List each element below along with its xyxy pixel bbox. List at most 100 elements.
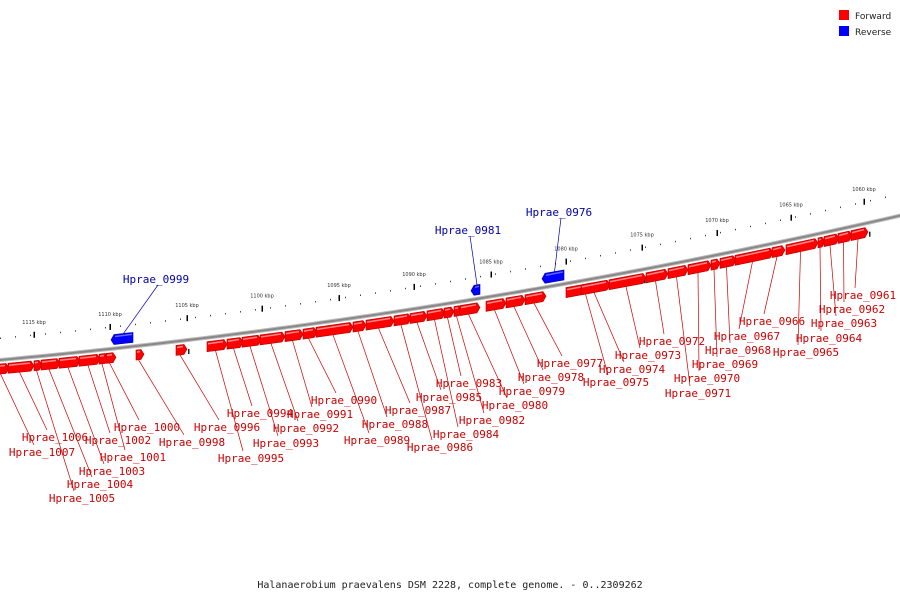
gene-arrow[interactable] — [459, 302, 481, 316]
gene-Hprae_0987[interactable] — [365, 316, 395, 331]
gene-Hprae_0965[interactable] — [785, 238, 819, 256]
gene-label[interactable]: Hprae_0990 — [311, 394, 377, 407]
gene-Hprae_1002[interactable] — [78, 354, 101, 367]
gene-Hprae_0964[interactable] — [817, 236, 826, 249]
gene-label[interactable]: Hprae_0976 — [526, 206, 592, 219]
gene-label[interactable]: Hprae_1006 — [22, 431, 88, 444]
gene-label[interactable]: Hprae_0980 — [482, 399, 548, 412]
gene-arrow[interactable] — [823, 233, 840, 247]
gene-arrow[interactable] — [505, 294, 526, 309]
gene-label[interactable]: Hprae_0971 — [665, 387, 731, 400]
gene-label[interactable]: Hprae_0962 — [819, 303, 885, 316]
gene-label[interactable]: Hprae_0964 — [796, 332, 863, 345]
gene-arrow[interactable] — [393, 313, 412, 327]
gene-label[interactable]: Hprae_0978 — [518, 371, 584, 384]
gene-label[interactable]: Hprae_0973 — [615, 349, 681, 362]
gene-label[interactable]: Hprae_0970 — [674, 372, 740, 385]
gene-arrow[interactable] — [485, 298, 507, 312]
gene-label[interactable]: Hprae_0998 — [159, 436, 225, 449]
gene-Hprae_0967[interactable] — [734, 247, 774, 266]
gene-Hprae_0996[interactable] — [175, 344, 188, 356]
gene-Hprae_0998[interactable] — [135, 349, 145, 361]
gene-Hprae_0962[interactable] — [837, 230, 853, 244]
gene-label[interactable]: Hprae_0961 — [830, 289, 896, 302]
gene-arrow[interactable] — [524, 291, 547, 306]
gene-label[interactable]: Hprae_0989 — [344, 434, 410, 447]
gene-arrow[interactable] — [785, 238, 819, 256]
gene-label[interactable]: Hprae_0975 — [583, 376, 649, 389]
gene-arrow[interactable] — [667, 264, 689, 279]
gene-arrow[interactable] — [302, 327, 318, 340]
gene-arrow[interactable] — [850, 227, 869, 242]
gene-label[interactable]: Hprae_1004 — [67, 478, 134, 491]
gene-Hprae_0991[interactable] — [284, 329, 304, 342]
gene-label[interactable]: Hprae_0979 — [499, 385, 565, 398]
gene-Hprae_0995[interactable] — [206, 339, 228, 353]
gene-Hprae_0988[interactable] — [352, 320, 367, 333]
gene-arrow[interactable] — [409, 311, 428, 324]
gene-Hprae_1005[interactable] — [33, 359, 43, 372]
gene-Hprae_0961[interactable] — [850, 227, 869, 242]
gene-arrow[interactable] — [687, 260, 712, 276]
gene-label[interactable]: Hprae_0999 — [123, 273, 189, 286]
gene-label[interactable]: Hprae_0969 — [692, 358, 758, 371]
gene-label[interactable]: Hprae_0982 — [459, 414, 525, 427]
gene-Hprae_0974[interactable] — [580, 279, 611, 296]
gene-Hprae_0973[interactable] — [608, 273, 647, 291]
gene-Hprae_0969[interactable] — [710, 258, 721, 271]
gene-arrow[interactable] — [645, 268, 669, 284]
gene-Hprae_1007[interactable] — [0, 363, 10, 375]
gene-label[interactable]: Hprae_0963 — [811, 317, 877, 330]
gene-arrow[interactable] — [734, 247, 774, 266]
gene-Hprae_0972[interactable] — [645, 268, 669, 284]
gene-Hprae_0977[interactable] — [524, 291, 547, 306]
gene-label[interactable]: Hprae_0994 — [227, 407, 294, 420]
gene-label[interactable]: Hprae_0981 — [435, 224, 501, 237]
gene-arrow[interactable] — [226, 337, 244, 350]
gene-label[interactable]: Hprae_0968 — [705, 344, 771, 357]
gene-arrow[interactable] — [365, 316, 395, 331]
gene-Hprae_0983[interactable] — [443, 306, 455, 319]
gene-arrow[interactable] — [241, 334, 262, 348]
gene-label[interactable]: Hprae_0985 — [416, 391, 482, 404]
gene-Hprae_1006[interactable] — [7, 360, 35, 374]
gene-arrow[interactable] — [284, 329, 304, 342]
gene-Hprae_0978[interactable] — [505, 294, 526, 309]
gene-label[interactable]: Hprae_1007 — [9, 446, 75, 459]
gene-Hprae_0999[interactable] — [110, 332, 134, 345]
gene-Hprae_0992[interactable] — [259, 331, 286, 346]
gene-label[interactable]: Hprae_1005 — [49, 492, 115, 505]
gene-Hprae_0979[interactable] — [485, 298, 507, 312]
gene-arrow[interactable] — [608, 273, 647, 291]
gene-label[interactable]: Hprae_1002 — [85, 434, 151, 447]
gene-arrow[interactable] — [315, 322, 354, 338]
gene-arrow[interactable] — [771, 245, 786, 259]
gene-Hprae_0994[interactable] — [226, 337, 244, 350]
gene-Hprae_1000[interactable] — [105, 352, 117, 364]
gene-arrow[interactable] — [580, 279, 611, 296]
gene-Hprae_0963[interactable] — [823, 233, 840, 247]
gene-label[interactable]: Hprae_0972 — [639, 335, 705, 348]
gene-Hprae_0984[interactable] — [426, 308, 446, 322]
gene-arrow[interactable] — [135, 349, 145, 361]
gene-arrow[interactable] — [206, 339, 228, 353]
gene-label[interactable]: Hprae_0966 — [739, 315, 805, 328]
gene-label[interactable]: Hprae_1003 — [79, 465, 145, 478]
gene-arrow[interactable] — [78, 354, 101, 367]
gene-Hprae_0989[interactable] — [315, 322, 354, 338]
gene-Hprae_0970[interactable] — [687, 260, 712, 276]
gene-label[interactable]: Hprae_0986 — [407, 441, 473, 454]
gene-Hprae_0976[interactable] — [541, 269, 565, 284]
gene-arrow[interactable] — [719, 255, 737, 269]
gene-arrow[interactable] — [837, 230, 853, 244]
gene-label[interactable]: Hprae_0995 — [218, 452, 284, 465]
gene-Hprae_0981[interactable] — [470, 283, 481, 296]
gene-label[interactable]: Hprae_1001 — [100, 451, 166, 464]
gene-Hprae_0968[interactable] — [719, 255, 737, 269]
gene-Hprae_0971[interactable] — [667, 264, 689, 279]
gene-label[interactable]: Hprae_0984 — [433, 428, 500, 441]
gene-Hprae_1003[interactable] — [58, 356, 81, 369]
gene-Hprae_0990[interactable] — [302, 327, 318, 340]
gene-label[interactable]: Hprae_1000 — [114, 421, 180, 434]
gene-label[interactable]: Hprae_0996 — [194, 421, 260, 434]
